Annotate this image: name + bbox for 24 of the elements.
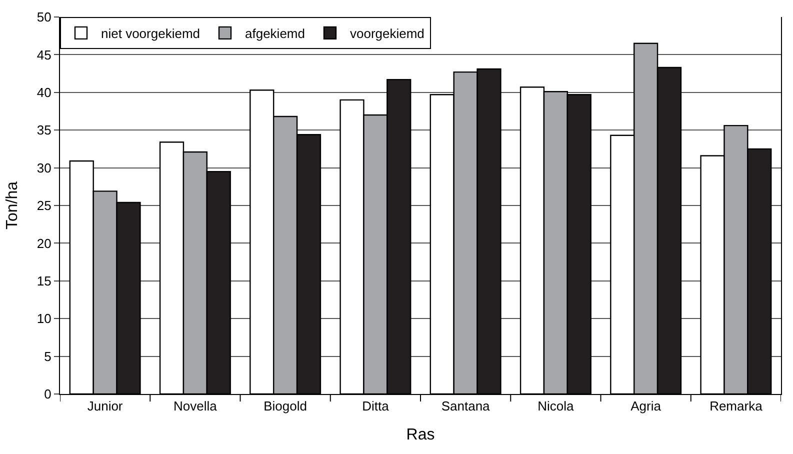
x-tick-label: Remarka [710, 398, 764, 414]
y-tick-label: 10 [36, 311, 52, 326]
x-tick-label: Agria [630, 398, 662, 414]
x-tick-label: Biogold [264, 398, 307, 414]
y-tick-label: 50 [36, 10, 52, 25]
y-tick-label: 20 [36, 236, 52, 251]
y-tick-label: 30 [36, 160, 52, 176]
legend-label: afgekiemd [245, 26, 305, 42]
x-tick-label: Nicola [538, 398, 575, 414]
y-tick-label: 0 [44, 386, 52, 402]
legend-label: voorgekiemd [350, 26, 424, 42]
x-tick-label: Novella [174, 398, 218, 414]
y-tick-label: 5 [44, 348, 52, 364]
x-tick-label: Ditta [362, 398, 390, 414]
y-axis-title: Ton/ha [4, 181, 21, 230]
legend-label: niet voorgekiemd [101, 26, 200, 42]
y-tick-label: 45 [36, 47, 52, 62]
x-tick-label: Junior [87, 398, 124, 414]
y-tick-label: 25 [36, 198, 52, 214]
y-tick-label: 15 [36, 273, 52, 288]
x-tick-label: Santana [441, 398, 491, 414]
y-tick-label: 35 [36, 122, 52, 138]
x-axis-title: Ras [406, 426, 435, 444]
y-tick-label: 40 [36, 84, 52, 100]
